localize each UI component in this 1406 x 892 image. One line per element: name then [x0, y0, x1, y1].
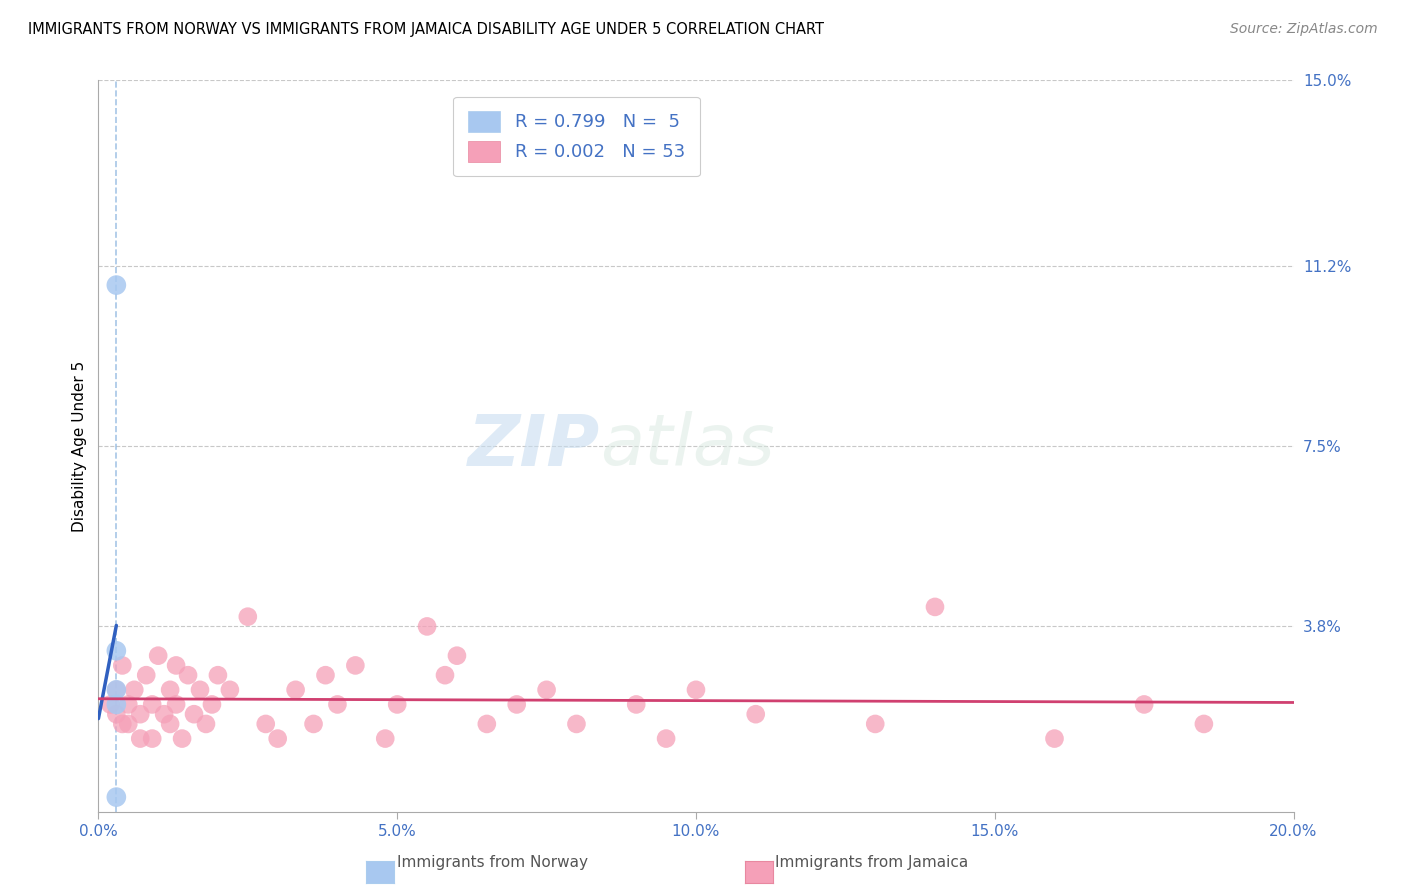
Text: atlas: atlas: [600, 411, 775, 481]
Point: [111, 658, 134, 673]
Point: [188, 682, 211, 697]
Point: [117, 698, 139, 712]
Point: [148, 648, 170, 663]
Point: [1133, 698, 1156, 712]
Point: [385, 698, 409, 712]
Point: [446, 648, 468, 663]
Text: Source: ZipAtlas.com: Source: ZipAtlas.com: [1230, 22, 1378, 37]
Point: [165, 698, 187, 712]
Point: [129, 731, 152, 746]
Point: [165, 658, 187, 673]
Point: [565, 717, 588, 731]
Point: [344, 658, 367, 673]
Point: [1192, 717, 1215, 731]
Point: [105, 790, 128, 805]
Point: [1043, 731, 1066, 746]
Point: [105, 682, 128, 697]
Point: [159, 717, 181, 731]
Point: [129, 707, 152, 722]
Point: [153, 707, 176, 722]
Point: [141, 698, 163, 712]
Point: [117, 717, 139, 731]
Text: IMMIGRANTS FROM NORWAY VS IMMIGRANTS FROM JAMAICA DISABILITY AGE UNDER 5 CORRELA: IMMIGRANTS FROM NORWAY VS IMMIGRANTS FRO…: [28, 22, 824, 37]
Point: [302, 717, 325, 731]
Point: [105, 707, 128, 722]
Point: [924, 599, 946, 614]
Point: [105, 278, 128, 293]
Point: [124, 682, 146, 697]
Point: [506, 698, 529, 712]
Point: [141, 731, 163, 746]
Point: [207, 668, 229, 682]
Point: [219, 682, 242, 697]
Point: [159, 682, 181, 697]
Point: [284, 682, 307, 697]
Legend: R = 0.799   N =  5, R = 0.002   N = 53: R = 0.799 N = 5, R = 0.002 N = 53: [453, 96, 700, 177]
Point: [194, 717, 218, 731]
Point: [105, 698, 128, 712]
Point: [201, 698, 224, 712]
Text: ZIP: ZIP: [468, 411, 600, 481]
Point: [135, 668, 157, 682]
Point: [475, 717, 498, 731]
Y-axis label: Disability Age Under 5: Disability Age Under 5: [72, 360, 87, 532]
Point: [624, 698, 647, 712]
Point: [326, 698, 349, 712]
Point: [434, 668, 457, 682]
Point: [254, 717, 277, 731]
Point: [98, 698, 122, 712]
Point: [315, 668, 337, 682]
Point: [865, 717, 887, 731]
Point: [745, 707, 768, 722]
Text: Immigrants from Norway: Immigrants from Norway: [396, 855, 588, 870]
Point: [374, 731, 396, 746]
Point: [177, 668, 200, 682]
Point: [183, 707, 205, 722]
Point: [111, 717, 134, 731]
Point: [172, 731, 194, 746]
Text: Immigrants from Jamaica: Immigrants from Jamaica: [775, 855, 969, 870]
Point: [236, 609, 259, 624]
Point: [655, 731, 678, 746]
Point: [105, 644, 128, 658]
Point: [685, 682, 707, 697]
Point: [416, 619, 439, 633]
Point: [267, 731, 290, 746]
Point: [105, 682, 128, 697]
Point: [536, 682, 558, 697]
